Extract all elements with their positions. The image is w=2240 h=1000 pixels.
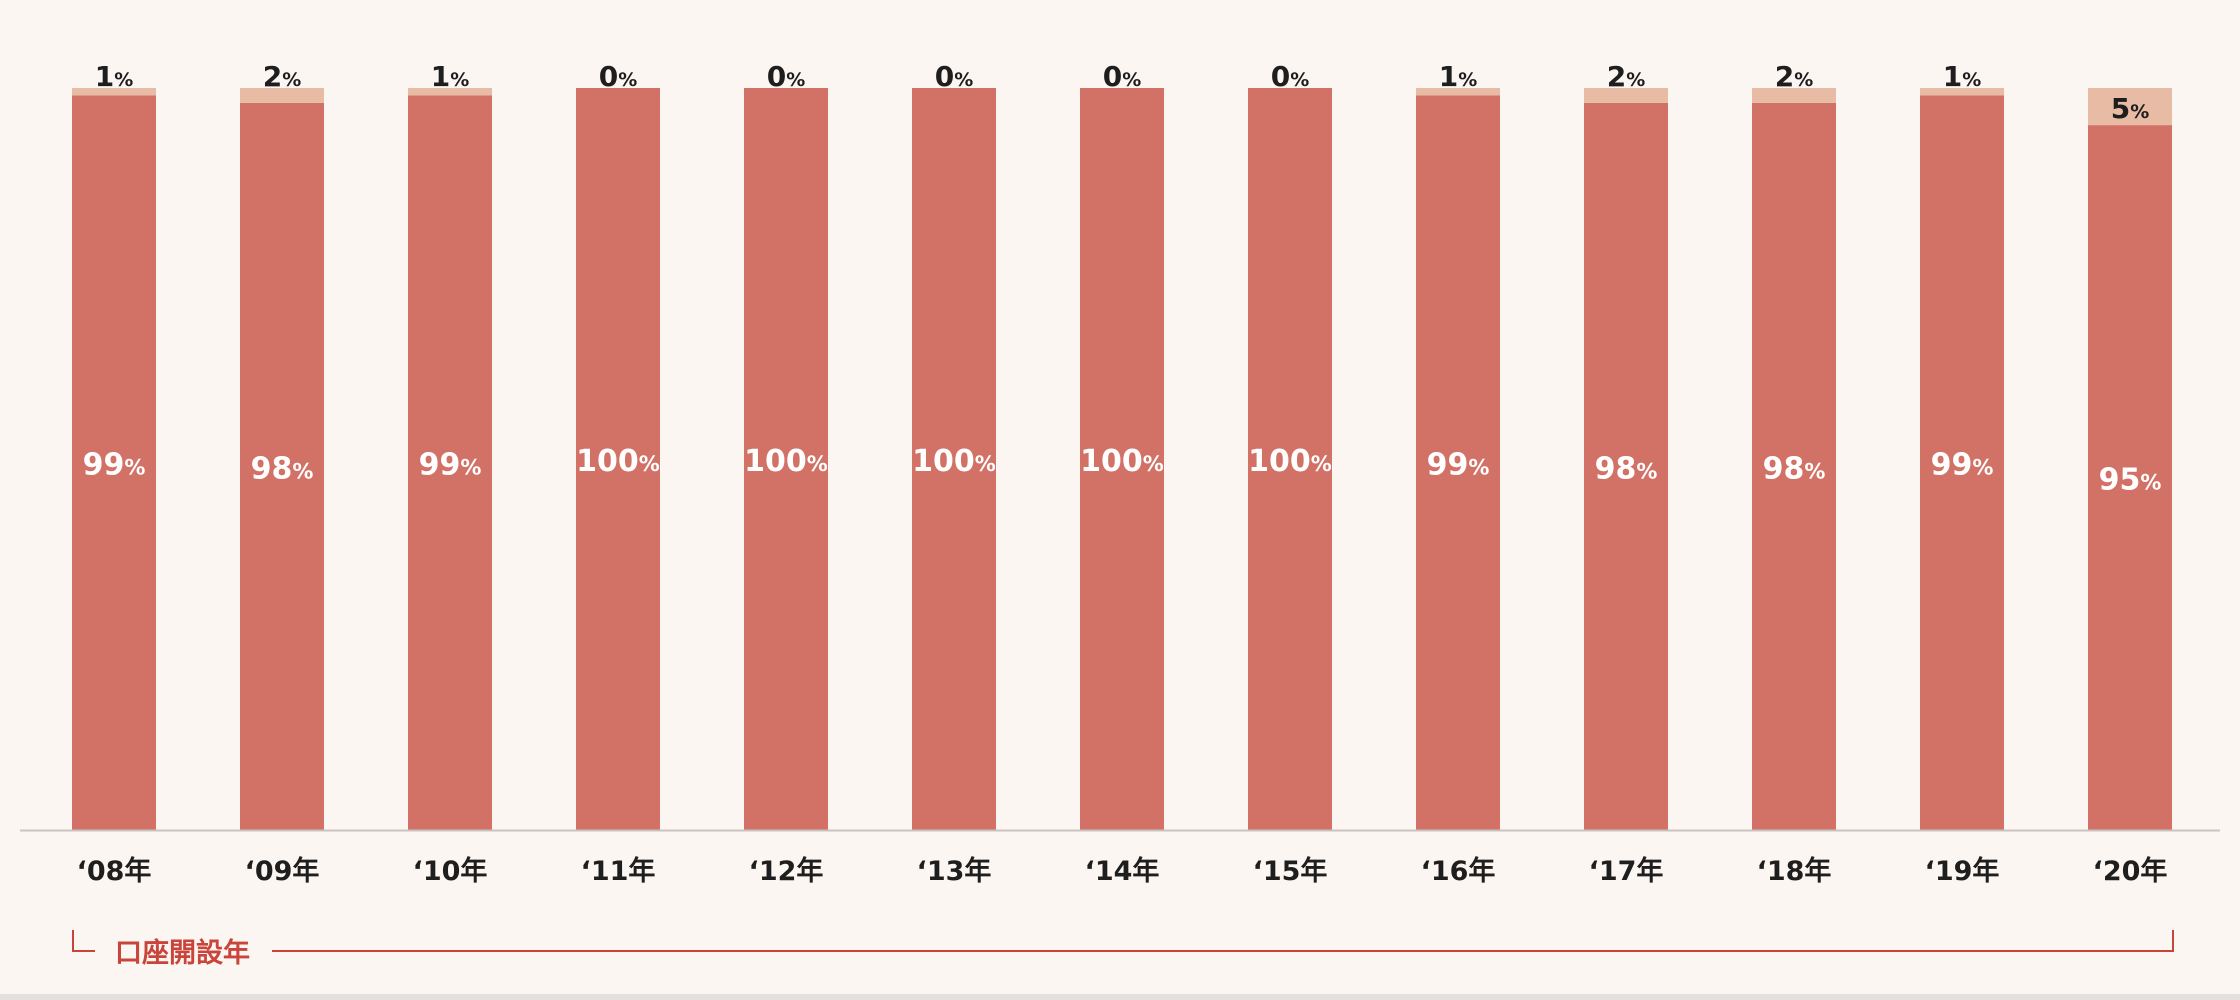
- x-tick-label-1: ‘09年: [245, 855, 320, 887]
- value-label-main-12: 95%: [2099, 463, 2162, 498]
- bar-main-5: [912, 88, 996, 830]
- x-tick-label-7: ‘15年: [1253, 855, 1328, 887]
- value-label-rest-8: 1%: [1439, 60, 1478, 93]
- x-tick-label-9: ‘17年: [1589, 855, 1664, 887]
- bracket-right-corner: [272, 930, 2174, 952]
- x-tick-label-6: ‘14年: [1085, 855, 1160, 887]
- bar-main-11: [1920, 95, 2004, 831]
- bracket-left-corner: [72, 930, 95, 952]
- x-axis-title: 口座開設年: [115, 937, 250, 969]
- bar-rest-10: [1752, 88, 1836, 103]
- bottom-band: [0, 994, 2240, 1000]
- value-label-main-8: 99%: [1427, 448, 1490, 483]
- value-label-main-0: 99%: [83, 448, 146, 483]
- value-labels-layer: 99% 1% 98% 2% 99% 1% 100% 0% 100% 0% 100% 0% 100% 0% 1…: [83, 60, 2162, 498]
- value-label-rest-1: 2%: [263, 60, 302, 93]
- value-label-main-6: 100%: [1080, 444, 1164, 479]
- value-label-main-2: 99%: [419, 448, 482, 483]
- value-label-rest-11: 1%: [1943, 60, 1982, 93]
- x-tick-label-5: ‘13年: [917, 855, 992, 887]
- bar-main-3: [576, 88, 660, 830]
- value-label-rest-4: 0%: [767, 60, 806, 93]
- value-label-main-7: 100%: [1248, 444, 1332, 479]
- bar-rest-0: [72, 88, 156, 96]
- bar-main-0: [72, 95, 156, 831]
- value-label-main-5: 100%: [912, 444, 996, 479]
- x-tick-label-11: ‘19年: [1925, 855, 2000, 887]
- value-label-rest-3: 0%: [599, 60, 638, 93]
- bar-main-1: [240, 102, 324, 831]
- x-axis-bracket: 口座開設年: [72, 930, 2174, 969]
- value-label-rest-2: 1%: [431, 60, 470, 93]
- bar-rest-1: [240, 88, 324, 103]
- value-label-main-9: 98%: [1595, 451, 1658, 486]
- bar-rest-12: [2088, 88, 2172, 126]
- value-label-rest-5: 0%: [935, 60, 974, 93]
- value-label-main-1: 98%: [251, 451, 314, 486]
- x-tick-labels-layer: ‘08年 ‘09年 ‘10年 ‘11年 ‘12年 ‘13年 ‘14年 ‘15年 ‘16年 ‘17年…: [77, 855, 2168, 887]
- value-label-rest-9: 2%: [1607, 60, 1646, 93]
- value-label-rest-7: 0%: [1271, 60, 1310, 93]
- bar-rest-8: [1416, 88, 1500, 96]
- value-label-rest-6: 0%: [1103, 60, 1142, 93]
- value-label-main-11: 99%: [1931, 448, 1994, 483]
- value-label-rest-10: 2%: [1775, 60, 1814, 93]
- bar-rest-2: [408, 88, 492, 96]
- x-tick-label-10: ‘18年: [1757, 855, 1832, 887]
- value-label-main-4: 100%: [744, 444, 828, 479]
- x-tick-label-8: ‘16年: [1421, 855, 1496, 887]
- bars-layer: [72, 88, 2172, 831]
- bar-main-7: [1248, 88, 1332, 830]
- bar-main-9: [1584, 102, 1668, 831]
- x-tick-label-4: ‘12年: [749, 855, 824, 887]
- value-label-main-10: 98%: [1763, 451, 1826, 486]
- bar-main-4: [744, 88, 828, 830]
- x-tick-label-2: ‘10年: [413, 855, 488, 887]
- bar-main-6: [1080, 88, 1164, 830]
- bar-rest-9: [1584, 88, 1668, 103]
- x-tick-label-0: ‘08年: [77, 855, 152, 887]
- bar-main-10: [1752, 102, 1836, 831]
- bar-main-12: [2088, 125, 2172, 831]
- x-tick-label-12: ‘20年: [2093, 855, 2168, 887]
- value-label-main-3: 100%: [576, 444, 660, 479]
- bar-main-8: [1416, 95, 1500, 831]
- value-label-rest-0: 1%: [95, 60, 134, 93]
- value-label-rest-12: 5%: [2111, 92, 2150, 125]
- bar-rest-11: [1920, 88, 2004, 96]
- bar-main-2: [408, 95, 492, 831]
- x-tick-label-3: ‘11年: [581, 855, 656, 887]
